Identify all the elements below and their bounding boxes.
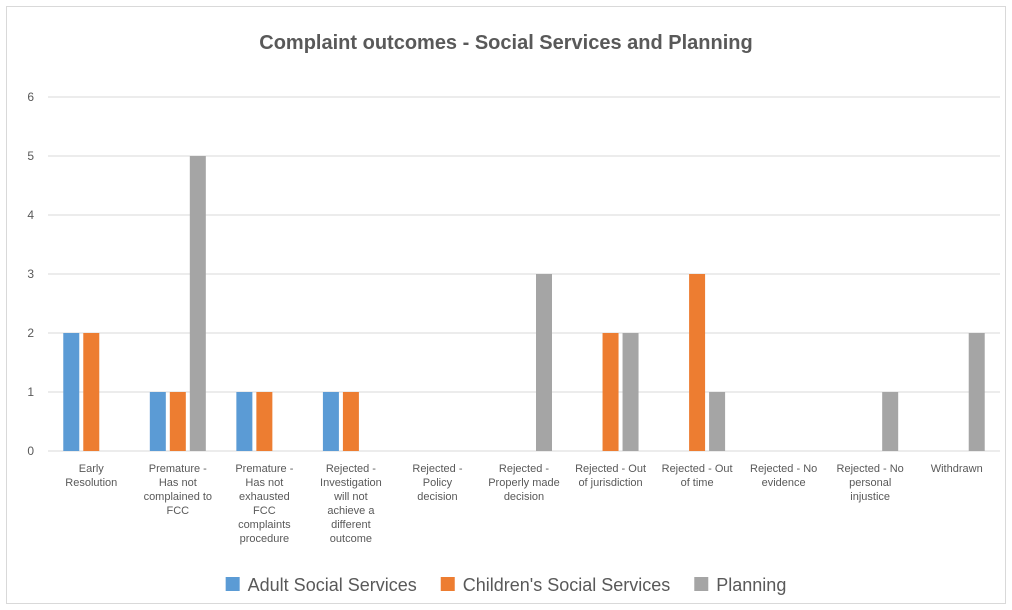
x-tick-label: Withdrawn	[931, 463, 983, 475]
x-tick-label: Premature -Has not exhausted FCC complaints…	[235, 463, 293, 545]
x-tick-label: Rejected - No evidence	[750, 463, 817, 489]
bar	[83, 333, 100, 451]
bar	[169, 392, 186, 451]
x-tick-label: Rejected -Policy decision	[412, 463, 462, 503]
legend-label: Adult Social Services	[248, 575, 417, 595]
bar	[882, 392, 899, 451]
chart-title: Complaint outcomes - Social Services and…	[259, 32, 752, 54]
x-tick-label: Rejected - Out of time	[662, 463, 733, 489]
y-tick-label: 0	[27, 444, 34, 458]
x-axis: Early Resolution Premature -Has not complai…	[65, 463, 982, 545]
x-tick-label: Rejected -Properly made decision	[488, 463, 560, 503]
bar	[63, 333, 80, 451]
legend-label: Planning	[716, 575, 786, 595]
legend-swatch	[440, 577, 455, 591]
bar	[236, 392, 253, 451]
y-tick-label: 6	[27, 90, 34, 104]
y-tick-label: 1	[27, 385, 34, 399]
bar	[189, 156, 206, 451]
bar	[322, 392, 339, 451]
y-tick-label: 5	[27, 149, 34, 163]
y-axis: 0 1 2 3 4 5 6	[27, 90, 34, 458]
bar	[968, 333, 985, 451]
y-tick-label: 2	[27, 326, 34, 340]
chart-container	[6, 6, 1006, 604]
bar	[149, 392, 166, 451]
y-tick-label: 4	[27, 208, 34, 222]
x-tick-label: Premature -Has not complained to FCC	[144, 463, 213, 517]
bar	[342, 392, 359, 451]
gridlines	[48, 96, 1000, 452]
x-tick-label: Early Resolution	[65, 463, 117, 489]
bar	[622, 333, 639, 451]
bar	[602, 333, 619, 451]
x-tick-label: Rejected -Investigation will not achieve a…	[320, 463, 382, 545]
bar	[256, 392, 273, 451]
y-tick-label: 3	[27, 267, 34, 281]
legend-swatch	[694, 577, 709, 591]
legend-label: Children's Social Services	[463, 575, 671, 595]
bar	[689, 274, 706, 451]
legend-swatch	[225, 577, 240, 591]
x-tick-label: Rejected - No personal injustice	[837, 463, 904, 503]
bar	[536, 274, 552, 451]
legend: Adult Social Services Children's Social S…	[225, 575, 786, 595]
bar	[709, 392, 726, 451]
x-tick-label: Rejected - Out of jurisdiction	[575, 463, 646, 489]
bars	[63, 156, 985, 451]
